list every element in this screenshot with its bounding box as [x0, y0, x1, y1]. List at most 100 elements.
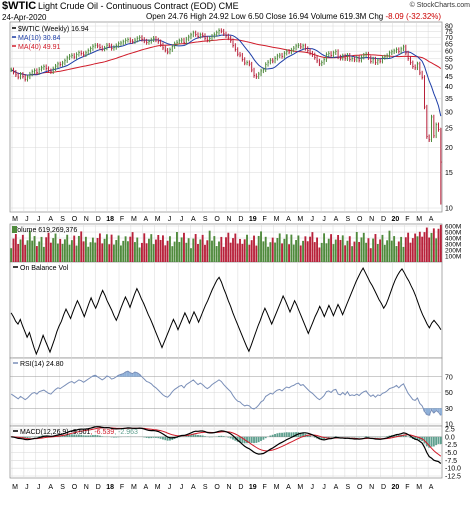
x-tick-label-bottom: A [143, 484, 148, 491]
stockcharts-credit: © StockCharts.com [409, 2, 470, 9]
volume-bar [26, 240, 29, 262]
price-axis-label: 25 [445, 125, 453, 132]
volume-bar [278, 233, 281, 262]
volume-bar [190, 248, 192, 262]
volume-bar [437, 228, 440, 262]
macd-label-part: , -2.963 [114, 429, 138, 436]
volume-bar [423, 232, 426, 262]
volume-bar [141, 242, 143, 262]
volume-bar [327, 238, 330, 262]
volume-bar [131, 232, 134, 262]
volume-bar [330, 234, 333, 262]
macd-axis-label: 0.0 [445, 434, 455, 441]
x-tick-label: J [322, 216, 326, 223]
x-tick-label: A [143, 216, 148, 223]
volume-bar [271, 237, 274, 262]
volume-bar [430, 232, 433, 262]
volume-bar [390, 240, 393, 262]
x-tick-label-bottom: D [238, 484, 243, 491]
volume-axis-label: 200M [445, 248, 461, 255]
x-tick-label-bottom: 18 [106, 484, 114, 491]
volume-bar [236, 243, 239, 262]
symbol: $WTIC [2, 0, 37, 12]
volume-bar [42, 246, 45, 262]
volume-bar [150, 234, 153, 262]
volume-bar [285, 234, 288, 262]
volume-bar [119, 245, 122, 262]
volume-bar [234, 233, 237, 262]
x-tick-label: F [405, 216, 409, 223]
volume-bar [220, 236, 223, 262]
volume-bar [339, 239, 342, 262]
x-tick-label: S [203, 216, 208, 223]
volume-bar [185, 242, 188, 262]
volume-bar [82, 241, 85, 262]
x-tick-label: N [369, 216, 374, 223]
macd-axis-label: -12.5 [445, 474, 461, 481]
volume-bar [98, 233, 101, 262]
volume-bar [232, 238, 234, 262]
volume-bar [260, 231, 262, 262]
rsi-axis-label: 70 [445, 374, 453, 381]
volume-bar [283, 238, 286, 262]
volume-bar [169, 236, 171, 262]
volume-bar [355, 232, 358, 262]
volume-bar [31, 240, 34, 262]
ohlc-readout: Open 24.76 High 24.92 Low 6.50 Close 16.… [146, 12, 441, 21]
price-axis-label: 50 [445, 65, 453, 72]
x-tick-label-bottom: A [286, 484, 291, 491]
volume-bar [421, 236, 424, 262]
x-tick-label: M [155, 216, 161, 223]
volume-bar [395, 246, 398, 262]
volume-axis-label: 500M [445, 230, 461, 237]
volume-value: 619.3M [339, 12, 367, 21]
volume-label: Volume 619,269,376 [13, 227, 77, 234]
x-tick-label: S [60, 216, 65, 223]
legend-entry: MA(40) 49.91 [18, 44, 61, 51]
volume-bar [227, 232, 230, 262]
volume-bar [77, 235, 80, 262]
volume-bar [215, 246, 218, 262]
x-tick-label: M [12, 216, 18, 223]
volume-bar [206, 240, 209, 262]
legend-entry: MA(10) 30.84 [18, 35, 61, 42]
price-axis-label: 10 [445, 206, 453, 213]
x-tick-label: M [131, 216, 137, 223]
volume-bar [171, 246, 174, 262]
x-tick-label: J [37, 216, 41, 223]
obv-label: On Balance Vol [20, 265, 69, 272]
x-tick-label: M [416, 216, 422, 223]
x-tick-label-bottom: N [369, 484, 374, 491]
volume-bar [35, 246, 38, 262]
chart-header: $WTIC Light Crude Oil - Continuous Contr… [0, 0, 474, 22]
x-tick-label-bottom: J [322, 484, 326, 491]
volume-bar [297, 235, 300, 262]
volume-bar [56, 243, 59, 262]
volume-bar [292, 244, 295, 262]
volume-bar [250, 240, 253, 262]
volume-bar [61, 243, 64, 262]
volume-bar [52, 238, 55, 262]
volume-bar [358, 241, 361, 262]
volume-bar [276, 238, 279, 262]
volume-bar [54, 233, 57, 262]
volume-bar [281, 243, 283, 262]
volume-bar [269, 242, 272, 262]
price-axis-label: 35 [445, 96, 453, 103]
volume-bar [47, 232, 50, 262]
volume-bar [192, 238, 195, 262]
chart-title: Light Crude Oil - Continuous Contract (E… [38, 1, 239, 11]
volume-bar [229, 242, 232, 262]
volume-bar [133, 242, 136, 262]
volume-bar [33, 236, 36, 262]
price-axis-label: 40 [445, 84, 453, 91]
x-tick-label-bottom: F [405, 484, 409, 491]
volume-bar [274, 242, 276, 262]
x-tick-label-bottom: F [263, 484, 267, 491]
x-tick-label-bottom: N [226, 484, 231, 491]
volume-bar [407, 232, 410, 262]
volume-bar [162, 235, 164, 262]
volume-bar [299, 245, 302, 262]
x-tick-label-bottom: J [25, 484, 29, 491]
